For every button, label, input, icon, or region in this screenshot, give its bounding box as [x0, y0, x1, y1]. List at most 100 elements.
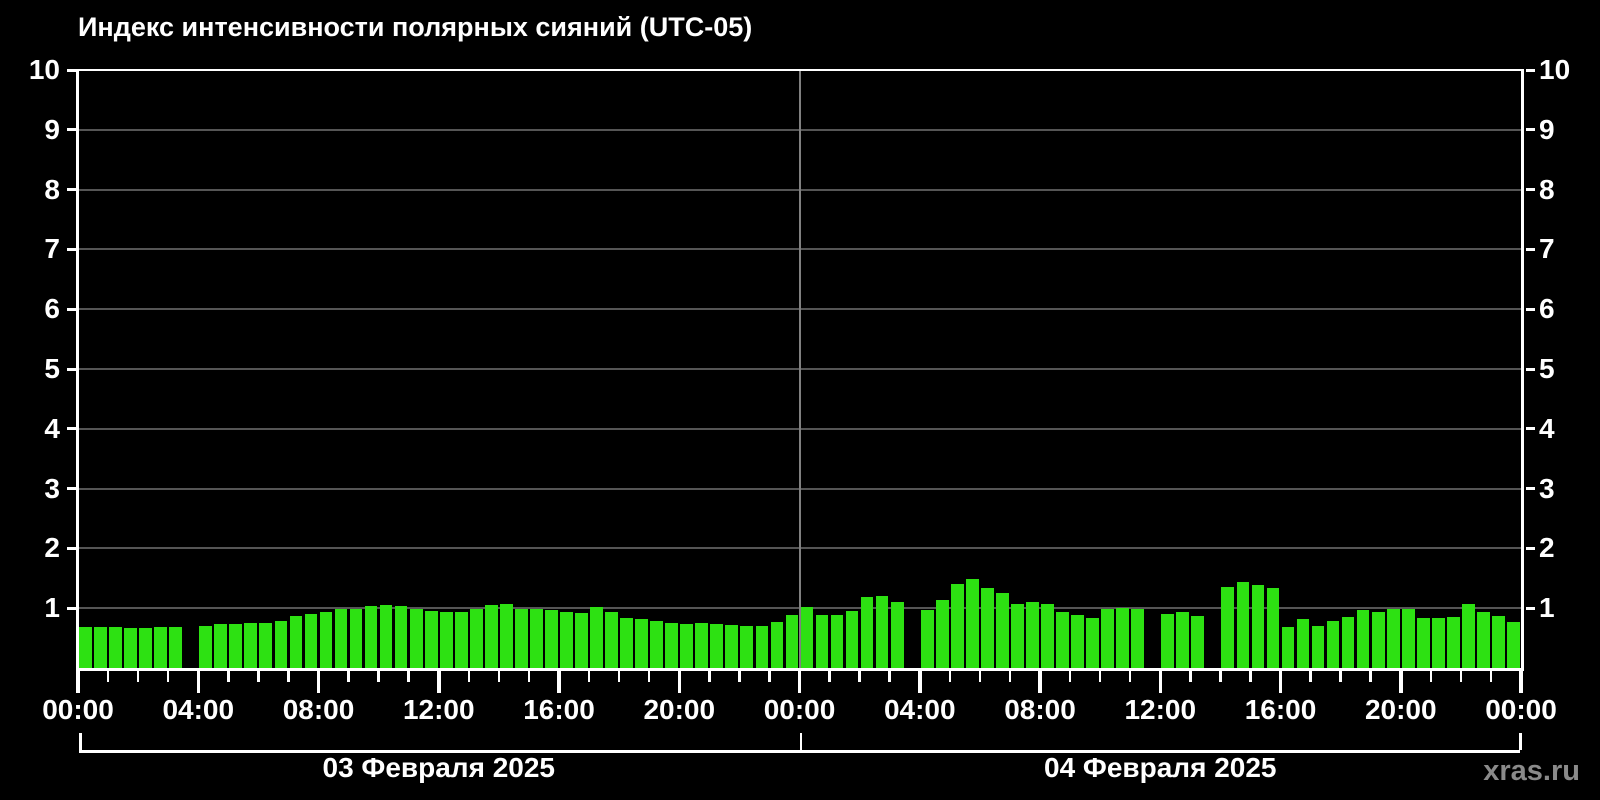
x-axis-tick [527, 671, 531, 682]
bar [1251, 584, 1265, 668]
bar [1086, 617, 1099, 668]
bar [319, 612, 333, 668]
x-axis-tick [377, 671, 380, 682]
x-axis-tick [196, 671, 200, 693]
x-axis-tick [166, 671, 170, 682]
x-axis-tick [768, 671, 771, 682]
bar [1341, 617, 1355, 668]
x-axis-label: 00:00 [1485, 694, 1557, 725]
bar [1236, 581, 1250, 668]
bar [304, 613, 318, 668]
x-axis-tick [918, 671, 922, 693]
x-axis-tick [708, 671, 711, 682]
bar [364, 606, 378, 668]
x-axis-label: 04:00 [162, 694, 235, 725]
bar [1161, 614, 1175, 668]
bar [545, 609, 558, 668]
x-axis-tick [1008, 671, 1012, 682]
y-axis-label: 9 [44, 113, 60, 145]
bar [1461, 604, 1475, 668]
x-axis-tick [647, 671, 651, 682]
x-axis-label: 20:00 [643, 694, 716, 725]
bar [800, 607, 814, 668]
bar [1371, 612, 1385, 668]
day-bracket-tick [1519, 733, 1522, 750]
x-axis-tick [1429, 671, 1433, 682]
bar [845, 610, 859, 668]
bar [815, 615, 829, 668]
bar [139, 627, 152, 668]
bar [349, 609, 363, 668]
y-axis-tick [67, 487, 76, 491]
x-axis-tick [287, 671, 290, 682]
bar [1026, 602, 1039, 668]
day-separator-gridline [798, 70, 801, 668]
x-axis-tick [797, 671, 802, 693]
day-bracket-tick [79, 733, 82, 750]
y-axis-tick [67, 307, 76, 311]
bar [1401, 609, 1415, 668]
x-axis-tick [437, 671, 441, 693]
x-axis-label: 08:00 [1004, 694, 1076, 725]
date-label-day2: 04 Февраля 2025 [1044, 752, 1277, 783]
bar [1386, 609, 1400, 668]
bar [650, 620, 663, 668]
bar [590, 607, 603, 668]
bar [1311, 626, 1325, 668]
bar [560, 612, 573, 668]
y-axis-label: 4 [44, 412, 60, 444]
bar [469, 609, 483, 668]
y-axis-label: 8 [1539, 173, 1555, 205]
bar [499, 604, 513, 668]
x-axis-tick [828, 671, 831, 682]
y-axis-tick [1526, 68, 1535, 72]
bar [875, 596, 889, 668]
bar [890, 602, 904, 668]
y-axis-tick [1526, 247, 1535, 251]
y-axis-tick [67, 367, 76, 371]
bar [169, 626, 182, 668]
x-axis-label: 20:00 [1364, 694, 1437, 725]
bar [1492, 615, 1505, 668]
y-axis-label: 5 [44, 353, 60, 384]
y-axis-label: 10 [28, 54, 60, 85]
x-axis-tick [948, 671, 952, 682]
bar [620, 617, 633, 668]
bar [830, 614, 844, 668]
bar [1507, 621, 1520, 668]
bar [665, 623, 679, 668]
watermark-xras: xras.ru [1483, 755, 1580, 787]
bar [424, 610, 438, 668]
y-axis-label: 4 [1539, 412, 1555, 444]
x-axis-tick [347, 671, 350, 682]
y-axis-tick [1526, 427, 1535, 431]
date-label-day1: 03 Февраля 2025 [322, 752, 555, 783]
x-axis-tick [136, 671, 140, 682]
y-axis-label: 6 [1539, 293, 1555, 325]
y-axis-label: 2 [44, 532, 60, 564]
x-axis-label: 12:00 [402, 694, 475, 725]
bar [1431, 617, 1445, 668]
y-axis-label: 2 [1539, 532, 1555, 564]
y-axis-label: 7 [44, 233, 60, 265]
bar [94, 626, 107, 668]
bar [1296, 618, 1310, 668]
bar [1191, 615, 1205, 668]
day-bracket-line [79, 750, 1520, 753]
bar [575, 612, 588, 668]
bar [1116, 608, 1129, 668]
y-axis-tick [67, 68, 76, 72]
bar [229, 624, 243, 668]
y-axis-tick [1526, 487, 1535, 491]
bar [785, 614, 799, 668]
y-axis-label: 3 [1539, 472, 1555, 504]
x-axis-label: 08:00 [282, 694, 355, 725]
y-axis-tick [1526, 546, 1535, 550]
y-axis-tick [67, 606, 76, 610]
x-axis-tick [316, 671, 321, 693]
bar [79, 626, 92, 668]
bar [530, 609, 543, 668]
x-axis-tick [978, 671, 982, 682]
bar [484, 604, 498, 668]
